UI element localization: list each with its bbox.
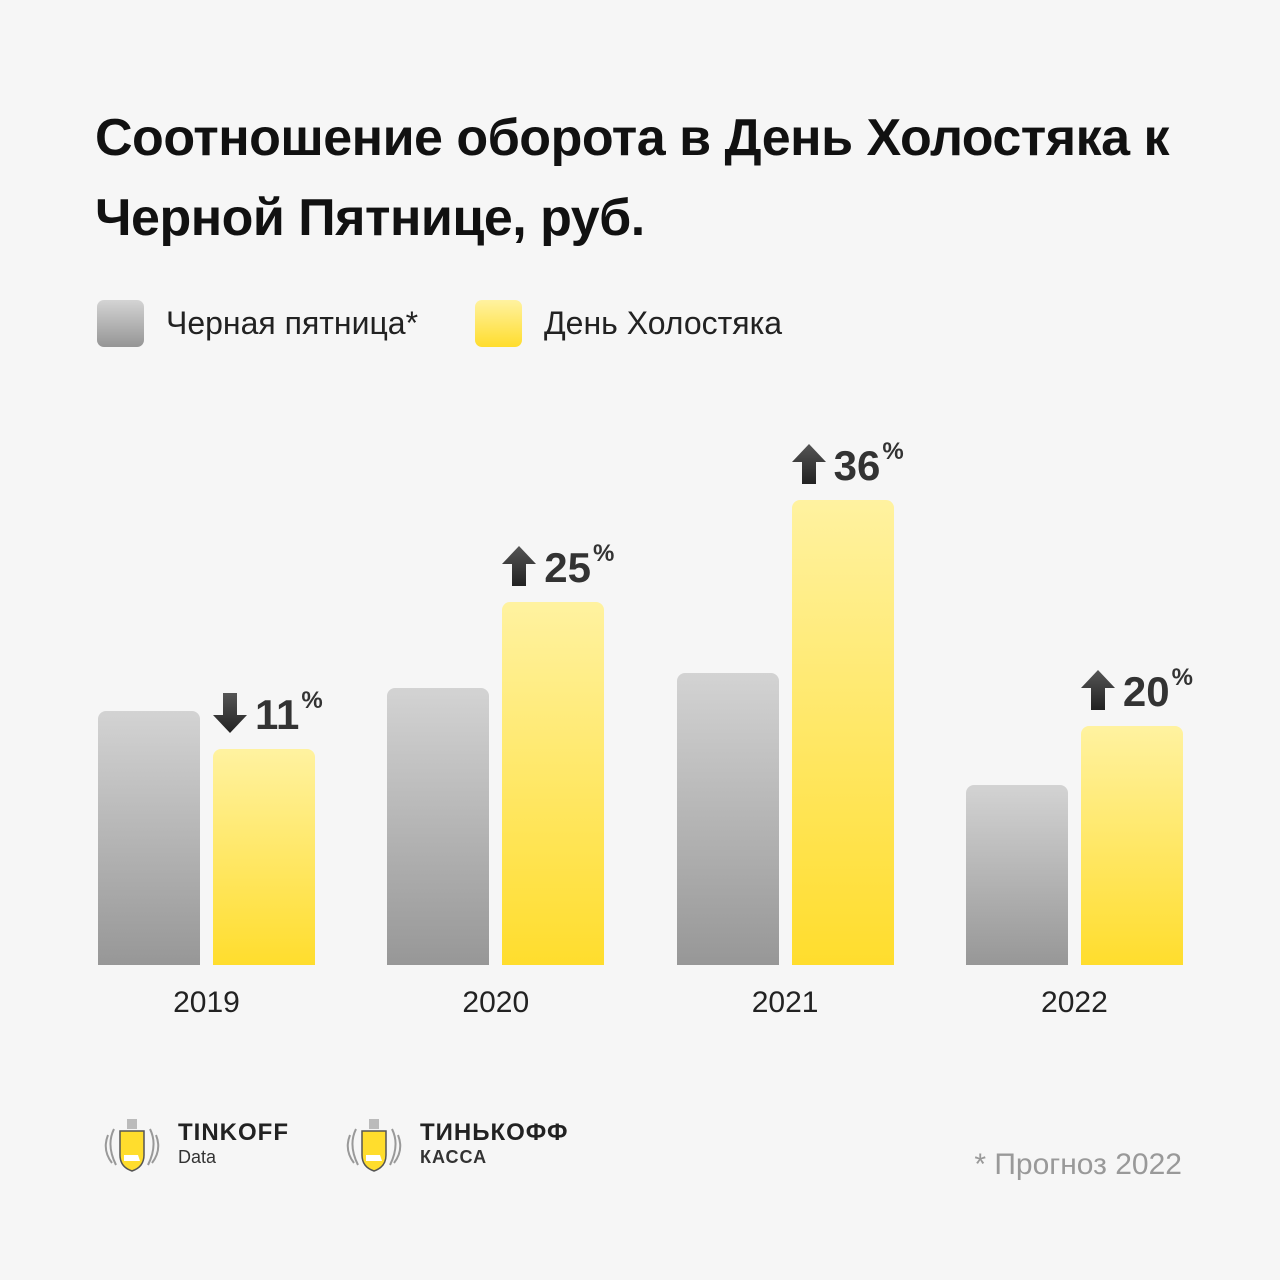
bar-black-friday xyxy=(676,672,779,965)
change-label: 11% xyxy=(213,687,323,739)
logo-sub: КАССА xyxy=(420,1147,488,1167)
change-value: 25 xyxy=(544,543,592,591)
arrow-up-icon xyxy=(791,444,826,485)
legend-item-black-friday: Черная пятница* xyxy=(97,300,418,347)
logo-name: TINKOFF xyxy=(178,1119,289,1146)
bar-singles-day xyxy=(791,500,894,965)
arrow-down-icon xyxy=(213,693,247,734)
change-unit: % xyxy=(593,539,615,567)
chart-title: Соотношение оборота в День Холостяка к Ч… xyxy=(95,109,1170,247)
change-unit: % xyxy=(882,438,904,466)
tinkoff-crest-icon xyxy=(346,1119,402,1172)
bar-singles-day xyxy=(502,601,605,965)
change-label: 25% xyxy=(502,540,614,592)
bar-singles-day xyxy=(213,749,315,965)
change-value: 20 xyxy=(1122,668,1170,716)
change-value: 36 xyxy=(833,442,881,490)
bar-black-friday xyxy=(387,688,490,965)
logo-sub: Data xyxy=(178,1147,217,1167)
bar-singles-day xyxy=(1080,726,1183,965)
x-tick-label: 2022 xyxy=(1041,986,1108,1019)
legend-label: Черная пятница* xyxy=(166,305,419,341)
legend-item-singles-day: День Холостяка xyxy=(475,300,782,347)
change-value: 11 xyxy=(255,691,300,739)
legend-swatch-gray xyxy=(97,300,144,347)
x-tick-label: 2021 xyxy=(751,986,819,1019)
bar-black-friday xyxy=(965,784,1068,965)
change-label: 36% xyxy=(791,438,904,490)
x-tick-label: 2020 xyxy=(462,986,530,1019)
change-unit: % xyxy=(1171,664,1193,692)
change-unit: % xyxy=(301,687,323,715)
forecast-note: * Прогноз 2022 xyxy=(974,1148,1182,1181)
tinkoff-data-logo: TINKOFF Data xyxy=(100,1115,289,1175)
tinkoff-kassa-logo: ТИНЬКОФФ КАССА xyxy=(342,1115,568,1175)
arrow-up-icon xyxy=(502,545,537,586)
legend-label: День Холостяка xyxy=(544,305,783,341)
logo-name: ТИНЬКОФФ xyxy=(420,1119,569,1146)
change-label: 20% xyxy=(1080,664,1193,716)
tinkoff-crest-icon xyxy=(104,1119,160,1172)
legend-swatch-yellow xyxy=(475,300,522,347)
x-tick-label: 2019 xyxy=(173,986,240,1019)
arrow-up-icon xyxy=(1080,670,1115,711)
bar-black-friday xyxy=(98,711,200,965)
